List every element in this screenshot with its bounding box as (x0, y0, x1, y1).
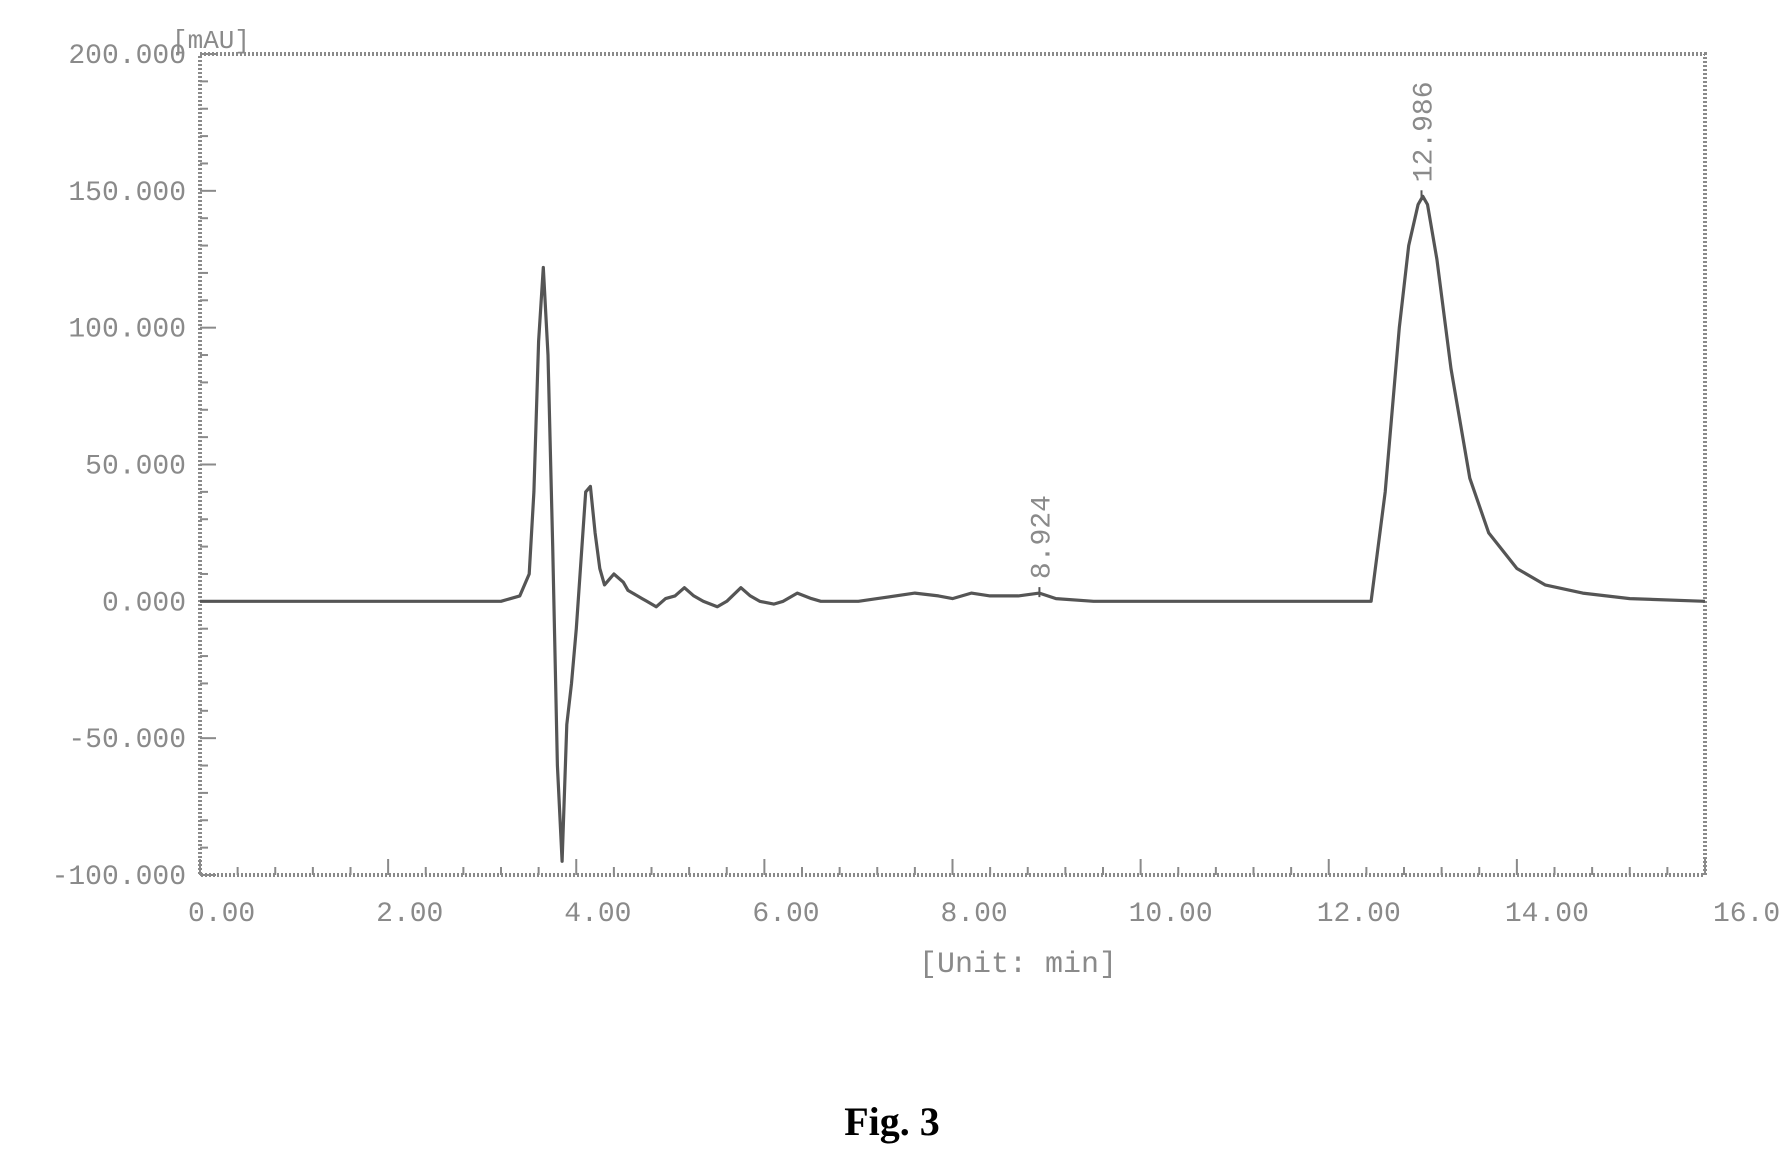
x-tick-label: 2.00 (376, 899, 443, 930)
x-tick-label: 8.00 (941, 899, 1008, 930)
axis-ticks (199, 53, 1706, 876)
plot-border (198, 52, 1707, 877)
plot-frame (198, 52, 1707, 877)
y-tick-labels: 200.000 150.000 100.000 50.000 0.000 -50.000 -… (52, 41, 186, 893)
figure-caption: Fig. 3 (844, 1099, 940, 1144)
x-tick-label: 6.00 (752, 899, 819, 930)
y-tick-label: 0.000 (102, 588, 186, 619)
x-tick-label: 12.00 (1317, 899, 1401, 930)
x-tick-label: 0.00 (188, 899, 255, 930)
x-axis-label: [Unit: min] (919, 948, 1117, 982)
x-tick-label: 10.00 (1129, 899, 1213, 930)
y-axis-label: [mAU] (172, 26, 250, 56)
y-tick-label: 50.000 (85, 452, 186, 483)
x-tick-labels: 0.00 2.00 4.00 6.00 8.00 10.00 12.00 14.00 16.0 (188, 899, 1780, 930)
peak-labels: 8.924 12.986 (1027, 81, 1440, 598)
chromatogram-trace (200, 194, 1706, 863)
x-tick-label: 14.00 (1505, 899, 1589, 930)
y-tick-label: 100.000 (68, 315, 186, 346)
y-tick-label: -100.000 (52, 862, 186, 893)
y-tick-label: 200.000 (68, 41, 186, 72)
y-tick-label: 150.000 (68, 178, 186, 209)
x-tick-label: 16.0 (1713, 899, 1780, 930)
y-tick-label: -50.000 (68, 725, 186, 756)
peak-label: 12.986 (1409, 81, 1440, 182)
peak-label: 8.924 (1027, 495, 1058, 579)
x-tick-label: 4.00 (564, 899, 631, 930)
traces (200, 194, 1706, 863)
